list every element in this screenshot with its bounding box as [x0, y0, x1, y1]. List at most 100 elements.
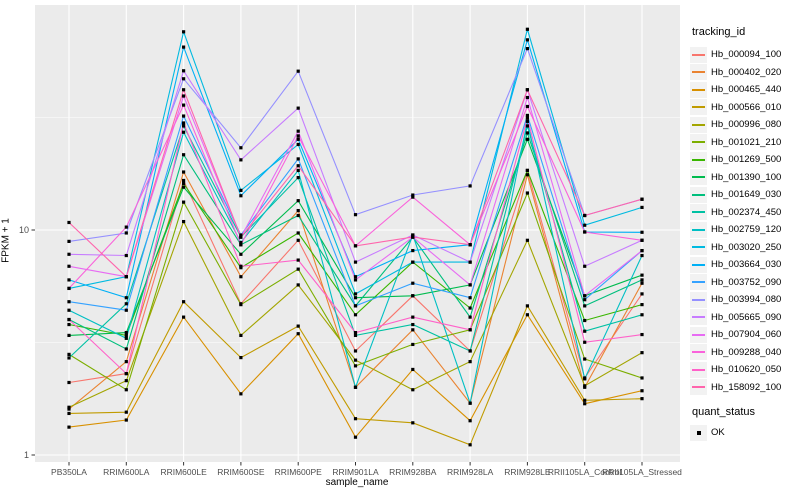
data-point-marker [525, 238, 529, 242]
legend-color-line-icon [692, 368, 705, 371]
quant-status-label: OK [711, 427, 725, 439]
legend-color-line-icon [692, 333, 705, 336]
data-point-marker [67, 220, 71, 225]
data-point-marker [525, 131, 529, 135]
data-point-marker [583, 264, 587, 268]
data-point-marker [296, 283, 300, 287]
data-point-marker [124, 372, 128, 376]
data-point-marker [353, 333, 358, 338]
data-point-marker [296, 106, 300, 110]
data-point-marker [124, 225, 128, 229]
data-point-marker [124, 410, 128, 414]
legend-key [690, 274, 707, 291]
legend-item-label: Hb_005665_090 [711, 311, 782, 323]
legend-item-label: Hb_001021_210 [711, 136, 782, 148]
data-point-marker [353, 213, 358, 217]
legend-item: Hb_007904_060 [690, 326, 798, 344]
data-point-marker [525, 27, 529, 31]
data-point-marker [296, 238, 300, 242]
data-point-marker [67, 278, 71, 282]
data-point-marker [353, 278, 358, 282]
data-point-marker [124, 296, 128, 300]
x-axis-title: sample_name [325, 477, 389, 488]
data-point-marker [182, 153, 186, 157]
data-point-marker [182, 121, 186, 125]
legend-item: Hb_000402_020 [690, 64, 798, 82]
legend-item: Hb_158092_100 [690, 379, 798, 397]
legend-item: Hb_001649_030 [690, 186, 798, 204]
data-point-marker [296, 175, 300, 180]
legend-item-label: Hb_001269_500 [711, 154, 782, 166]
data-point-marker [353, 244, 358, 248]
data-point-marker [411, 195, 415, 199]
legend-item: Hb_009288_040 [690, 344, 798, 362]
legend-item: Hb_001021_210 [690, 134, 798, 152]
x-tick-label: RRIM901LA [332, 467, 379, 477]
legend-item: Hb_002759_120 [690, 221, 798, 239]
data-point-marker [468, 443, 472, 447]
data-point-marker [182, 77, 186, 81]
legend-color-line-icon [692, 193, 705, 196]
data-point-marker [353, 304, 358, 308]
legend-key [690, 344, 707, 361]
data-point-marker [411, 233, 415, 237]
data-point-marker [296, 208, 300, 213]
legend-item: Hb_001269_500 [690, 151, 798, 169]
data-point-marker [67, 356, 71, 360]
data-point-marker [640, 205, 644, 210]
legend-item: Hb_003994_080 [690, 291, 798, 309]
data-point-marker [640, 397, 644, 401]
data-point-marker [239, 235, 243, 239]
data-point-marker [411, 328, 415, 332]
data-point-marker [239, 252, 243, 256]
data-point-marker [239, 240, 243, 245]
quant-status-item: OK [690, 424, 798, 442]
legend-color-line-icon [692, 246, 705, 249]
legend-item-label: Hb_158092_100 [711, 381, 782, 393]
data-point-marker [124, 347, 128, 351]
data-point-marker [640, 292, 644, 296]
data-point-marker [67, 411, 71, 416]
data-point-marker [640, 197, 644, 201]
data-point-marker [525, 38, 529, 42]
quant-status-key [690, 424, 707, 441]
data-point-marker [182, 185, 186, 189]
data-point-marker [182, 30, 186, 34]
data-point-marker [583, 384, 587, 388]
x-tick-label: PB350LA [51, 467, 87, 477]
legend-item-label: Hb_003752_090 [711, 276, 782, 288]
data-point-marker [411, 235, 415, 239]
legend-item: Hb_010620_050 [690, 361, 798, 379]
data-point-marker [583, 230, 587, 234]
data-point-marker [67, 380, 71, 385]
data-point-marker [640, 313, 644, 317]
x-tick-label: RRIM600LA [103, 467, 150, 477]
data-point-marker [124, 231, 128, 235]
data-point-marker [67, 352, 71, 356]
data-point-marker [583, 298, 587, 302]
data-point-marker [296, 142, 300, 147]
data-point-marker [182, 315, 186, 319]
legend-key [690, 204, 707, 221]
data-point-marker [640, 376, 644, 380]
data-point-marker [583, 340, 587, 344]
data-point-marker [640, 351, 644, 355]
data-point-marker [583, 223, 587, 227]
data-point-marker [124, 388, 128, 392]
legend-key [690, 151, 707, 168]
data-point-marker [525, 113, 529, 118]
data-point-marker [239, 194, 243, 198]
legend-color-line-icon [692, 386, 705, 389]
data-point-marker [640, 303, 644, 307]
legend-key [690, 186, 707, 203]
data-point-marker [353, 435, 358, 439]
legend-item: Hb_000996_080 [690, 116, 798, 134]
data-point-marker [182, 114, 186, 118]
legend-key [690, 309, 707, 326]
legend-item: Hb_000094_100 [690, 46, 798, 64]
data-point-marker [353, 358, 358, 362]
legend-key [690, 361, 707, 378]
data-point-marker [239, 333, 243, 338]
data-point-marker [239, 146, 243, 150]
